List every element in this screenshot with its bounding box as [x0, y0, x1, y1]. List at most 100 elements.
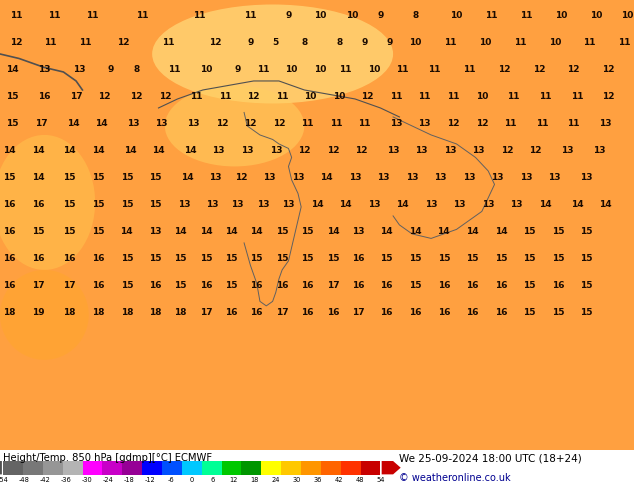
Text: 15: 15 — [63, 173, 76, 182]
Text: Height/Temp. 850 hPa [gdmp][°C] ECMWF: Height/Temp. 850 hPa [gdmp][°C] ECMWF — [3, 453, 212, 463]
Text: 13: 13 — [257, 200, 269, 209]
Text: 16: 16 — [301, 308, 314, 317]
Text: 15: 15 — [3, 173, 16, 182]
Text: 14: 14 — [327, 227, 339, 236]
Text: 13: 13 — [580, 173, 593, 182]
Text: 14: 14 — [599, 200, 612, 209]
Text: 10: 10 — [409, 38, 422, 47]
Text: 11: 11 — [463, 65, 476, 74]
Text: 16: 16 — [92, 254, 105, 263]
Text: 12: 12 — [327, 146, 339, 155]
Text: 12: 12 — [230, 477, 238, 483]
Text: 12: 12 — [273, 119, 285, 128]
Text: 15: 15 — [6, 119, 19, 128]
Text: 9: 9 — [235, 65, 241, 74]
Text: 16: 16 — [92, 281, 105, 290]
Text: 12: 12 — [235, 173, 247, 182]
Text: -42: -42 — [40, 477, 51, 483]
Text: 16: 16 — [495, 281, 507, 290]
Bar — [43, 461, 63, 475]
Text: 13: 13 — [212, 146, 225, 155]
Text: 14: 14 — [92, 146, 105, 155]
Text: 11: 11 — [193, 11, 206, 20]
Text: 15: 15 — [120, 281, 133, 290]
Text: 18: 18 — [174, 308, 187, 317]
Text: -36: -36 — [61, 477, 72, 483]
Text: -48: -48 — [18, 477, 30, 483]
Text: 13: 13 — [425, 200, 437, 209]
Text: 8: 8 — [133, 65, 139, 74]
Text: 9: 9 — [377, 11, 384, 20]
Text: 18: 18 — [92, 308, 105, 317]
Text: 12: 12 — [501, 146, 514, 155]
Text: 16: 16 — [409, 308, 422, 317]
Text: 13: 13 — [482, 200, 495, 209]
Text: 16: 16 — [149, 281, 162, 290]
Text: 13: 13 — [561, 146, 574, 155]
Bar — [162, 461, 182, 475]
Bar — [122, 461, 142, 475]
Text: 13: 13 — [453, 200, 466, 209]
Text: 14: 14 — [32, 173, 44, 182]
Text: 16: 16 — [437, 281, 450, 290]
Text: 16: 16 — [38, 92, 51, 101]
Text: 11: 11 — [520, 11, 533, 20]
Text: 15: 15 — [120, 254, 133, 263]
Text: 17: 17 — [70, 92, 82, 101]
Text: 10: 10 — [285, 65, 298, 74]
Text: 16: 16 — [552, 281, 564, 290]
Text: 16: 16 — [466, 308, 479, 317]
Text: 11: 11 — [301, 119, 314, 128]
Text: 15: 15 — [437, 254, 450, 263]
Text: 17: 17 — [35, 119, 48, 128]
Text: 11: 11 — [162, 38, 174, 47]
Text: 14: 14 — [200, 227, 212, 236]
Text: 16: 16 — [3, 200, 16, 209]
Text: 11: 11 — [358, 119, 371, 128]
Text: 14: 14 — [311, 200, 323, 209]
Text: 11: 11 — [539, 92, 552, 101]
Text: © weatheronline.co.uk: © weatheronline.co.uk — [399, 473, 511, 483]
Text: 13: 13 — [349, 173, 361, 182]
Text: 17: 17 — [32, 281, 44, 290]
Text: 14: 14 — [250, 227, 263, 236]
Text: 16: 16 — [200, 281, 212, 290]
Text: 14: 14 — [67, 119, 79, 128]
Text: 11: 11 — [136, 11, 149, 20]
Text: 14: 14 — [409, 227, 422, 236]
Text: 14: 14 — [466, 227, 479, 236]
FancyArrow shape — [0, 461, 2, 474]
Text: 15: 15 — [92, 200, 105, 209]
Ellipse shape — [0, 135, 95, 270]
Text: 12: 12 — [529, 146, 542, 155]
Text: 18: 18 — [63, 308, 76, 317]
Text: 16: 16 — [495, 308, 507, 317]
Text: 0: 0 — [190, 477, 194, 483]
Text: 15: 15 — [149, 173, 162, 182]
Text: 15: 15 — [92, 173, 105, 182]
Text: 13: 13 — [593, 146, 605, 155]
Text: 13: 13 — [368, 200, 380, 209]
Text: 14: 14 — [120, 227, 133, 236]
Text: 10: 10 — [450, 11, 463, 20]
Bar — [242, 461, 261, 475]
Text: 16: 16 — [380, 308, 393, 317]
Text: 14: 14 — [184, 146, 197, 155]
Text: 15: 15 — [327, 254, 339, 263]
Text: 54: 54 — [376, 477, 385, 483]
Text: 16: 16 — [225, 308, 238, 317]
Bar — [221, 461, 242, 475]
Text: 8: 8 — [301, 38, 307, 47]
Ellipse shape — [165, 85, 304, 167]
Text: 15: 15 — [301, 227, 314, 236]
Text: 10: 10 — [314, 11, 327, 20]
Text: 15: 15 — [200, 254, 212, 263]
Text: 12: 12 — [98, 92, 111, 101]
Text: 16: 16 — [32, 254, 44, 263]
Text: 14: 14 — [539, 200, 552, 209]
Text: 36: 36 — [313, 477, 321, 483]
Text: 18: 18 — [120, 308, 133, 317]
Text: 13: 13 — [73, 65, 86, 74]
Text: 13: 13 — [209, 173, 222, 182]
Text: 12: 12 — [158, 92, 171, 101]
